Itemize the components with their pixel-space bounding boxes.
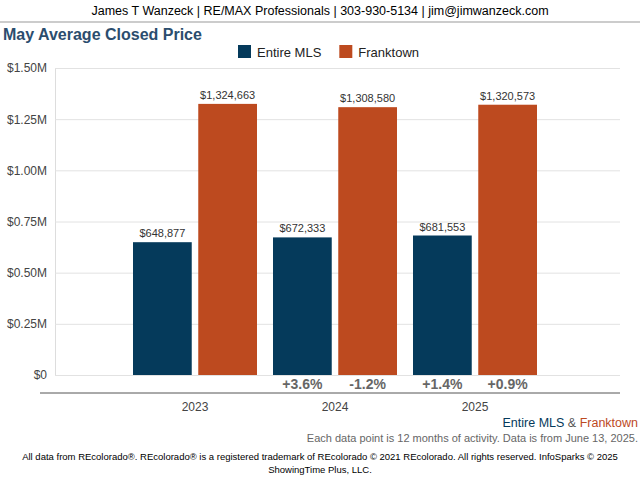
y-tick-label: $1.50M: [7, 61, 47, 75]
change-label: -1.2%: [349, 376, 386, 392]
caption: Entire MLS & Franktown: [503, 416, 639, 430]
header-rule: [0, 22, 640, 23]
labels: $648,877 $672,333 +3.6% $681,553 +1.4% $1,324…: [139, 89, 535, 392]
legend-label: Franktown: [358, 45, 419, 60]
x-tick: 2025: [462, 393, 489, 414]
footer: All data from REcolorado®. REcolorado® i…: [22, 451, 618, 462]
data-label: $672,333: [279, 222, 325, 234]
header: James T Wanzeck | RE/MAX Professionals |…: [91, 4, 548, 18]
x-tick-label: 2024: [322, 400, 349, 414]
y-axis-line: [56, 69, 621, 376]
change-label: +1.4%: [422, 376, 463, 392]
note: Each data point is 12 months of activity…: [307, 432, 638, 444]
bar: [338, 107, 397, 375]
x-tick: 2023: [182, 393, 209, 414]
data-label: $1,320,573: [480, 90, 535, 102]
legend-label: Entire MLS: [257, 45, 322, 60]
change-label: +0.9%: [488, 376, 529, 392]
x-tick: 2024: [322, 393, 349, 414]
bar: [413, 236, 472, 375]
data-label: $648,877: [139, 227, 185, 239]
y-tick: $1.50M: [7, 61, 620, 75]
data-label: $1,308,580: [340, 92, 395, 104]
x-axis-line: [40, 393, 620, 394]
x-axis: 2023 2024 2025: [40, 393, 620, 414]
caption-part: &: [564, 416, 576, 430]
y-tick-label: $0.50M: [7, 266, 47, 280]
legend: Entire MLS Franktown: [238, 45, 419, 60]
chart: James T Wanzeck | RE/MAX Professionals |…: [0, 0, 640, 480]
grid-line: [55, 68, 620, 69]
x-tick-label: 2023: [182, 400, 209, 414]
title: May Average Closed Price: [3, 26, 202, 43]
y-axis: $0 $0.25M $0.50M $0.75M $1.00M $1.25M $1.50M: [7, 61, 620, 382]
x-tick-label: 2025: [462, 400, 489, 414]
y-tick-label: $0: [34, 368, 48, 382]
bar: [478, 105, 537, 375]
change-label: +3.6%: [282, 376, 323, 392]
data-label: $1,324,663: [200, 89, 255, 101]
bar: [133, 242, 192, 375]
y-tick-label: $1.00M: [7, 164, 47, 178]
caption-part: Franktown: [576, 416, 638, 430]
grid-line: [55, 375, 620, 376]
legend-swatch: [238, 45, 251, 58]
y-tick-label: $0.75M: [7, 215, 47, 229]
data-label: $681,553: [419, 221, 465, 233]
bars: [133, 104, 537, 375]
footer: ShowingTime Plus, LLC.: [268, 464, 372, 475]
bar: [273, 237, 332, 375]
caption-part: Entire MLS: [503, 416, 565, 430]
legend-swatch: [339, 45, 352, 58]
bar: [198, 104, 257, 375]
y-tick-label: $1.25M: [7, 113, 47, 127]
y-tick-label: $0.25M: [7, 317, 47, 331]
